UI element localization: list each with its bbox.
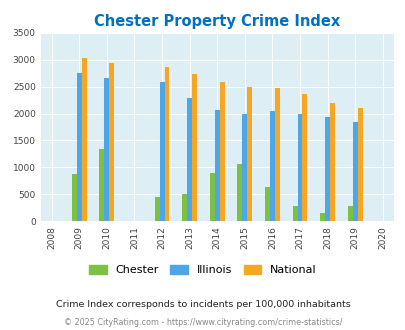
Text: © 2025 CityRating.com - https://www.cityrating.com/crime-statistics/: © 2025 CityRating.com - https://www.city… bbox=[64, 318, 341, 327]
Bar bbox=[357, 108, 362, 221]
Bar bbox=[302, 94, 307, 221]
Bar bbox=[214, 111, 219, 221]
Bar bbox=[264, 187, 269, 221]
Bar bbox=[329, 103, 334, 221]
Bar bbox=[77, 73, 81, 221]
Legend: Chester, Illinois, National: Chester, Illinois, National bbox=[85, 261, 320, 280]
Bar bbox=[159, 82, 164, 221]
Bar bbox=[219, 82, 224, 221]
Bar bbox=[109, 63, 114, 221]
Bar bbox=[292, 206, 297, 221]
Bar bbox=[237, 164, 242, 221]
Bar bbox=[297, 114, 302, 221]
Bar bbox=[274, 88, 279, 221]
Bar bbox=[192, 74, 196, 221]
Bar bbox=[269, 111, 274, 221]
Bar bbox=[182, 194, 187, 221]
Bar bbox=[72, 174, 77, 221]
Bar bbox=[187, 98, 192, 221]
Bar bbox=[347, 206, 352, 221]
Bar bbox=[154, 197, 159, 221]
Bar bbox=[242, 114, 247, 221]
Bar bbox=[247, 87, 252, 221]
Bar bbox=[320, 213, 324, 221]
Bar bbox=[81, 58, 87, 221]
Bar bbox=[324, 117, 329, 221]
Bar bbox=[104, 78, 109, 221]
Bar bbox=[209, 173, 214, 221]
Bar bbox=[352, 122, 357, 221]
Text: Crime Index corresponds to incidents per 100,000 inhabitants: Crime Index corresponds to incidents per… bbox=[55, 300, 350, 309]
Bar bbox=[99, 148, 104, 221]
Bar bbox=[164, 67, 169, 221]
Title: Chester Property Crime Index: Chester Property Crime Index bbox=[94, 14, 339, 29]
